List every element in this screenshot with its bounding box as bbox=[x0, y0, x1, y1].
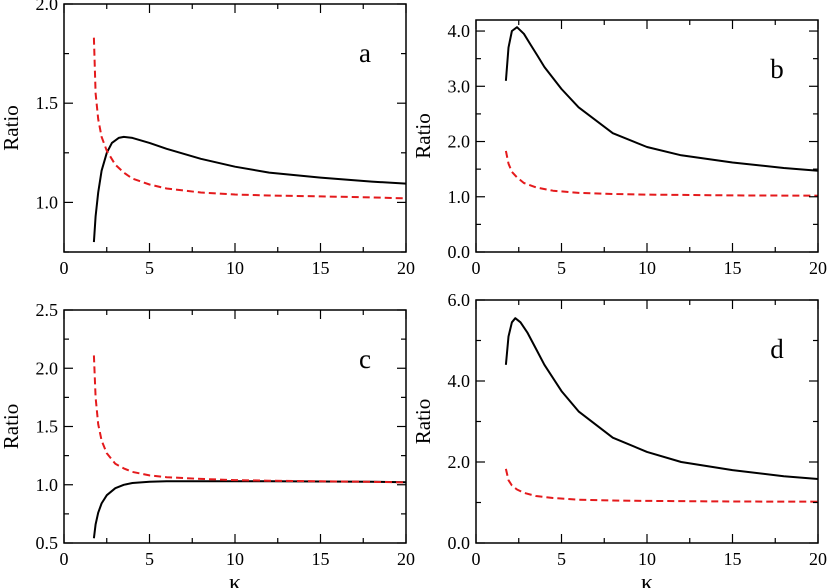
panel-label: c bbox=[359, 344, 371, 374]
x-tick-label: 5 bbox=[557, 549, 566, 569]
series-dashed-line bbox=[504, 468, 819, 503]
panel-d: 0 5 10 15 20 0.0 2.0 4.0 6.0 Ratio κ d bbox=[411, 290, 827, 588]
plot-frame bbox=[475, 299, 819, 544]
panel-label: a bbox=[359, 38, 371, 68]
y-tick-label: 4.0 bbox=[448, 21, 471, 41]
x-tick-label: 0 bbox=[60, 549, 69, 569]
y-tick-label: 2.5 bbox=[36, 300, 59, 320]
x-axis-label: κ bbox=[641, 570, 653, 588]
y-tick-label: 2.0 bbox=[448, 132, 471, 152]
y-axis-label: Ratio bbox=[0, 404, 23, 450]
x-tick-label: 0 bbox=[60, 258, 69, 278]
x-tick-label: 20 bbox=[809, 549, 827, 569]
x-tick-label: 15 bbox=[724, 258, 742, 278]
y-tick-label: 3.0 bbox=[448, 76, 471, 96]
x-tick-label: 15 bbox=[724, 549, 742, 569]
y-tick-label: 1.5 bbox=[36, 93, 59, 113]
y-tick-label: 1.0 bbox=[36, 192, 59, 212]
y-tick-label: 0.0 bbox=[448, 242, 471, 262]
x-tick-label: 15 bbox=[312, 549, 330, 569]
y-tick-label: 1.5 bbox=[36, 417, 59, 437]
y-tick-label: 4.0 bbox=[448, 371, 471, 391]
y-axis-label: Ratio bbox=[411, 113, 435, 159]
y-tick-label: 6.0 bbox=[448, 290, 471, 310]
plot-frame bbox=[475, 19, 819, 253]
x-tick-label: 5 bbox=[557, 258, 566, 278]
series-solid-line bbox=[504, 26, 819, 172]
x-axis-label: κ bbox=[229, 570, 241, 588]
panel-label: b bbox=[770, 54, 784, 84]
panel-a: 0 5 10 15 20 1.0 1.5 2.0 Ratio a bbox=[0, 0, 415, 278]
y-tick-label: 1.0 bbox=[36, 475, 59, 495]
y-tick-label: 2.0 bbox=[36, 0, 59, 14]
y-tick-label: 2.0 bbox=[448, 452, 471, 472]
x-tick-label: 20 bbox=[397, 258, 415, 278]
series-dashed-line bbox=[92, 37, 407, 200]
x-tick-label: 10 bbox=[226, 258, 244, 278]
series-solid-line bbox=[92, 480, 407, 539]
series-solid-line bbox=[92, 135, 407, 243]
x-tick-label: 10 bbox=[638, 549, 656, 569]
series-dashed-line bbox=[92, 355, 407, 484]
series-dashed-line bbox=[504, 150, 819, 197]
x-tick-label: 20 bbox=[397, 549, 415, 569]
plot-frame bbox=[63, 3, 407, 253]
x-tick-label: 20 bbox=[809, 258, 827, 278]
x-tick-label: 0 bbox=[472, 258, 481, 278]
x-tick-label: 5 bbox=[145, 549, 154, 569]
x-tick-label: 10 bbox=[638, 258, 656, 278]
y-tick-label: 0.5 bbox=[36, 533, 59, 553]
plot-frame bbox=[63, 309, 407, 544]
series-solid-line bbox=[504, 317, 819, 480]
x-tick-label: 5 bbox=[145, 258, 154, 278]
panel-label: d bbox=[770, 334, 784, 364]
panel-b: 0 5 10 15 20 0.0 1.0 2.0 3.0 4.0 Ratio b bbox=[411, 19, 827, 278]
panel-c: 0 5 10 15 20 0.5 1.0 1.5 2.0 2.5 Ratio κ c bbox=[0, 300, 415, 588]
x-tick-label: 15 bbox=[312, 258, 330, 278]
y-axis-label: Ratio bbox=[0, 105, 23, 151]
y-tick-label: 1.0 bbox=[448, 187, 471, 207]
y-axis-label: Ratio bbox=[411, 399, 435, 445]
y-tick-label: 0.0 bbox=[448, 533, 471, 553]
x-tick-label: 0 bbox=[472, 549, 481, 569]
x-tick-label: 10 bbox=[226, 549, 244, 569]
y-tick-label: 2.0 bbox=[36, 358, 59, 378]
